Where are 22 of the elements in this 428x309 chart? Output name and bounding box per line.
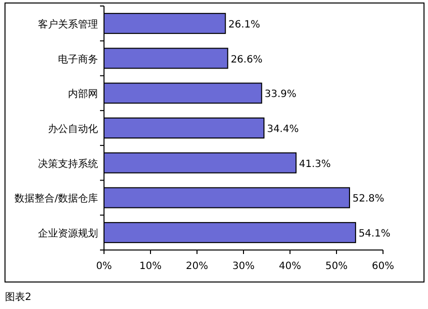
text: 图表2 <box>5 291 32 303</box>
data-label: 52.8% <box>352 194 384 205</box>
y-tick-label: 数据整合/数据仓库 <box>14 192 98 205</box>
x-tick-label: 30% <box>232 261 255 272</box>
data-label: 34.4% <box>266 124 299 135</box>
data-label: 33.9% <box>264 89 296 100</box>
y-tick-label: 内部网 <box>68 88 98 100</box>
x-tick-label: 60% <box>372 261 394 272</box>
y-tick-label: 电子商务 <box>58 53 98 66</box>
x-tick-label: 20% <box>186 261 208 272</box>
x-tick-label: 40% <box>278 261 302 272</box>
x-tick-label: 0% <box>96 261 112 272</box>
data-label: 26.1% <box>228 19 260 30</box>
x-tick-label: 10% <box>139 261 162 272</box>
y-tick-label: 企业资源规划 <box>38 228 98 240</box>
x-tick-label: 50% <box>325 261 348 272</box>
y-tick-label: 客户关系管理 <box>38 18 98 30</box>
data-label: 54.1% <box>358 228 390 240</box>
y-tick-label: 决策支持系统 <box>38 158 98 170</box>
data-label: 41.3% <box>299 158 331 170</box>
y-tick-label: 办公自动化 <box>48 123 98 135</box>
data-label: 26.6% <box>230 54 262 66</box>
